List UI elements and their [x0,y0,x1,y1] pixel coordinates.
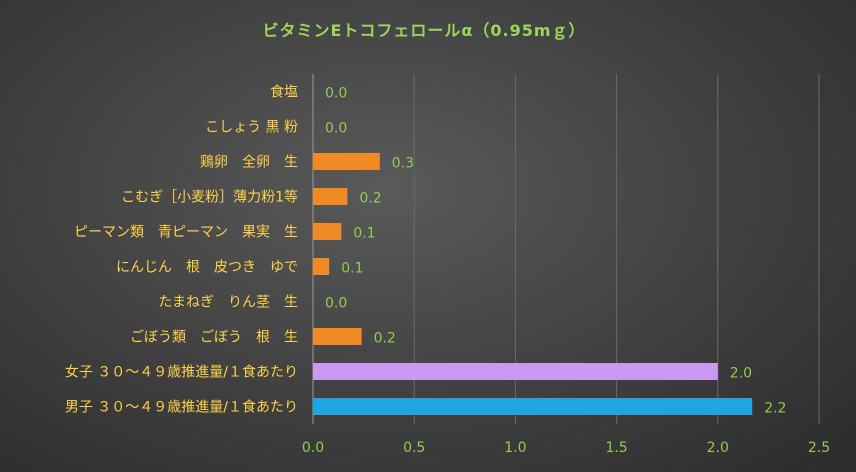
category-label: ピーマン類 青ピーマン 果実 生 [74,225,298,241]
bar [313,363,718,380]
x-tick-label: 0.0 [302,440,324,456]
data-label: 0.0 [325,121,347,137]
bar [313,223,342,240]
category-label: 鶏卵 全卵 生 [200,154,298,171]
data-label: 0.0 [325,86,347,102]
category-label: 女子 ３０～４９歳推進量/１食あたり [65,364,298,381]
data-label: 0.2 [359,191,381,207]
chart-title: ビタミンEトコフェロールα（0.95mｇ） [262,21,585,41]
category-label: ごぼう類 ごぼう 根 生 [130,330,298,346]
x-tick-label: 2.5 [808,440,830,456]
bar [313,153,380,170]
category-label: 食塩 [270,84,298,101]
bars [313,153,753,415]
category-label: たまねぎ りん茎 生 [158,295,298,311]
category-label: にんじん 根 皮つき ゆで [116,260,298,276]
x-tick-labels: 0.0 0.5 1.0 1.5 2.0 2.5 [302,440,830,456]
bar [313,188,348,205]
x-tick-label: 2.0 [707,440,729,456]
data-label: 0.1 [353,226,375,242]
x-tick-label: 1.0 [504,440,526,456]
data-label: 0.2 [374,331,396,347]
data-label: 0.3 [392,156,414,172]
x-tick-label: 0.5 [403,440,425,456]
category-label: こしょう 黒 粉 [205,120,298,136]
data-label: 2.2 [764,401,786,417]
bar [313,328,362,345]
data-labels: 0.0 0.0 0.3 0.2 0.1 0.1 0.0 0.2 2.0 2.2 [325,86,786,417]
data-label: 0.1 [341,261,363,277]
bar [313,398,753,415]
data-label: 2.0 [730,366,752,382]
category-label: 男子 ３０～４９歳推進量/１食あたり [65,399,298,416]
x-tick-label: 1.5 [605,440,627,456]
category-label: こむぎ［小麦粉］薄力粉1等 [121,189,298,206]
bar [313,258,330,275]
data-label: 0.0 [325,296,347,312]
